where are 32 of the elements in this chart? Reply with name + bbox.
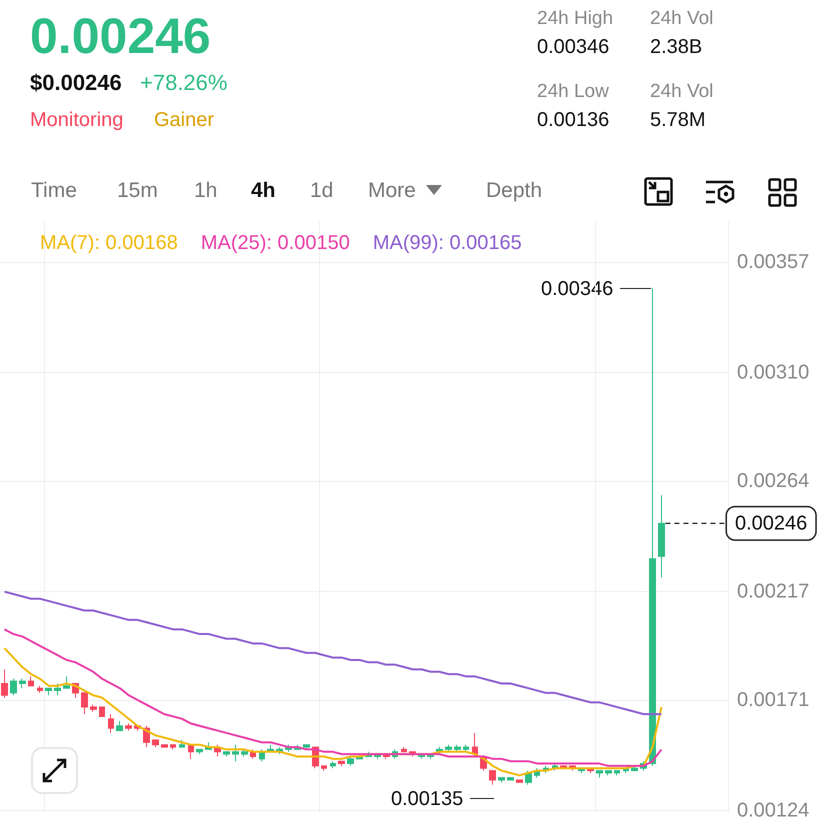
text: MA(25): 0.00150 [200, 232, 350, 254]
text: MA(99): 0.00165 [372, 232, 522, 254]
text: Depth [486, 178, 542, 204]
y-tick-label: 0.00357 [737, 251, 810, 274]
text: Time [31, 178, 77, 204]
text: Gainer [154, 108, 214, 132]
y-tick-label: 0.00310 [737, 362, 810, 384]
text: 15m [117, 178, 158, 204]
text: 24h Vol [650, 8, 714, 30]
text: 24h Vol [650, 80, 714, 104]
y-tick-label: 0.00124 [737, 800, 810, 822]
annotation: 0.00346 [541, 277, 614, 301]
text: MA(7): 0.00168 [40, 232, 178, 254]
y-tick-label: 0.00171 [737, 688, 810, 711]
annotation: 0.00135 [391, 787, 464, 811]
text: Monitoring [30, 108, 124, 132]
text: More [368, 178, 416, 204]
chart-subtitle: $0.00246 [30, 70, 122, 96]
text: 4h [251, 178, 276, 204]
text: +78.26% [140, 70, 228, 96]
text: 0.00346 [537, 35, 610, 59]
text: 5.78M [650, 108, 706, 132]
y-tick-label: 0.00264 [737, 470, 810, 492]
text: 1d [310, 178, 334, 204]
text: 2.38B [650, 35, 702, 59]
chart-title: 0.00246 [30, 7, 211, 66]
text: 0.00136 [537, 108, 610, 132]
text: 24h Low [537, 80, 609, 104]
ref-line-label: 0.00246 [735, 512, 808, 534]
text: 24h High [537, 8, 614, 30]
y-tick-label: 0.00217 [737, 580, 810, 603]
text: 1h [194, 178, 218, 204]
